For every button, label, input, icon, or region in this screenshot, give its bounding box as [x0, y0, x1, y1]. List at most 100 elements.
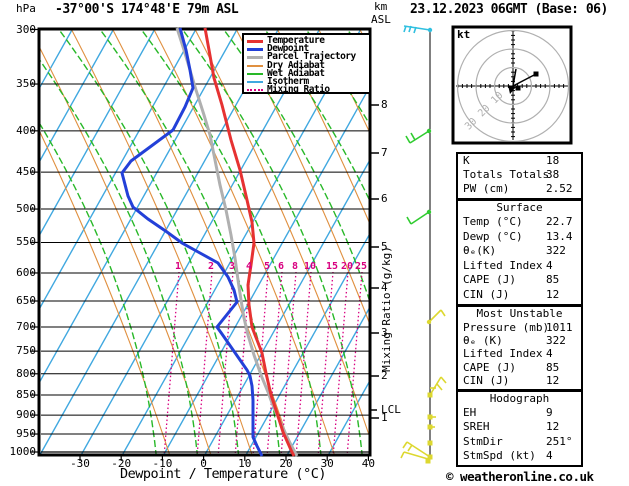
table-box: Hodograph EH 9 SREH 12 StmDir 251° StmSpd (kt) 4 [456, 390, 583, 467]
legend-dry-adiabat-swatch [247, 64, 263, 67]
legend-label: Parcel Trajectory [267, 51, 356, 63]
table-row: Lifted Index 4 [458, 347, 581, 360]
km-tick-label: 2 [381, 369, 388, 382]
table-row-label: Pressure (mb) [463, 321, 550, 334]
table-row: θₑ(K) 322 [458, 244, 581, 259]
table-row-label: Lifted Index [463, 258, 543, 272]
table-row-value: 85 [546, 273, 560, 286]
pressure-tick-label: 1000 [9, 445, 37, 458]
x-axis-title: Dewpoint / Temperature (°C) [120, 466, 326, 482]
table-row: CIN (J) 12 [458, 288, 581, 303]
pressure-tick-label: 350 [16, 77, 36, 91]
temp-tick-label: -20 [111, 457, 132, 470]
km-tick-label: 7 [381, 146, 388, 159]
table-row: Pressure (mb) 1011 [458, 321, 581, 334]
temp-tick-label: -30 [70, 457, 90, 470]
legend-isotherm-swatch [247, 81, 263, 84]
table-row: CAPE (J) 85 [458, 273, 581, 288]
km-axis-unit: km [374, 0, 388, 13]
table-row: Temp (°C) 22.7 [458, 215, 581, 230]
pressure-tick-label: 400 [16, 123, 36, 137]
temp-tick-label: 30 [320, 457, 334, 470]
pressure-tick-label: 700 [16, 319, 36, 333]
table-row-value: 4 [546, 258, 553, 272]
wind-barb [403, 25, 433, 34]
km-tick-label: 4 [381, 281, 388, 294]
legend-label: Wet Adiabat [267, 67, 325, 79]
table-row: Dewp (°C) 13.4 [458, 230, 581, 245]
km-tick-label: 5 [381, 240, 388, 253]
table-row-label: Totals Totals [463, 168, 550, 181]
legend-row: Dewpoint [247, 43, 369, 55]
table-row: EH 9 [458, 406, 581, 420]
pressure-tick-label: 900 [16, 408, 36, 422]
table-row: Lifted Index 4 [458, 259, 581, 274]
table-row: CAPE (J) 85 [458, 361, 581, 374]
km-tick-label: 6 [381, 192, 388, 205]
table-row-value: 4 [546, 347, 553, 361]
table-row-label: Dewp (°C) [463, 229, 523, 243]
legend-wet-adiabat-swatch [247, 72, 263, 75]
table-row-value: 13.4 [546, 229, 573, 243]
legend-row: Temperature [247, 36, 369, 45]
legend-mixing-ratio-swatch [247, 89, 263, 92]
legend-box: Temperature Dewpoint Parcel Trajectory Dry … [242, 33, 371, 94]
mixing-ratio-value-label: 15 [326, 261, 339, 272]
temperature-line [203, 27, 296, 457]
legend-row: Wet Adiabat [247, 67, 369, 79]
legend-label: Dry Adiabat [267, 59, 325, 71]
table-row-label: StmDir [463, 434, 503, 448]
temp-tick-label: 0 [200, 457, 207, 470]
table-row-label: StmSpd (kt) [463, 448, 536, 462]
table-title: Most Unstable [476, 307, 563, 320]
mixing-ratio-value-label: 4 [246, 261, 253, 272]
km-tick-label: 8 [381, 98, 388, 111]
pressure-tick-label: 850 [16, 388, 36, 402]
legend-row: Mixing Ratio [247, 85, 369, 94]
mixing-ratio-value-label: 5 [264, 261, 271, 272]
pressure-tick-label: 550 [16, 235, 36, 249]
table-title: Hodograph [489, 392, 550, 405]
table-row-label: θₑ (K) [463, 334, 503, 348]
table-row-label: SREH [463, 420, 490, 434]
mixing-ratio-value-label: 6 [278, 261, 285, 272]
pressure-gridlines [30, 28, 370, 453]
temp-tick-label: 20 [279, 457, 293, 470]
km-tick-label: 1 [381, 411, 388, 424]
table-row: CIN (J) 12 [458, 374, 581, 387]
table-row: SREH 12 [458, 420, 581, 434]
temp-axis-ticks [79, 456, 369, 461]
pressure-unit-label: hPa [16, 2, 36, 15]
temp-tick-label: -10 [152, 457, 173, 470]
hodograph-unit-label: kt [457, 28, 471, 41]
legend-row: Dry Adiabat [247, 59, 369, 71]
km-axis-ticks [371, 104, 379, 419]
table-box: Most Unstable Pressure (mb) 1011 θₑ (K) 322 L… [456, 305, 583, 391]
table-row: StmDir 251° [458, 435, 581, 449]
table-row-value: 322 [546, 334, 566, 348]
table-row-value: 251° [546, 434, 573, 448]
table-row-value: 12 [546, 287, 560, 301]
table-row-label: θₑ(K) [463, 244, 497, 257]
table-row-value: 22.7 [546, 215, 573, 228]
legend-dewpoint-swatch [247, 47, 263, 51]
km-tick-label: 3 [381, 326, 388, 339]
lcl-label: LCL [381, 403, 401, 416]
mixing-ratio-value-label: 25 [355, 261, 368, 272]
wind-barb [406, 209, 432, 225]
table-row-value: 12 [546, 373, 560, 387]
legend-label: Dewpoint [267, 43, 309, 55]
table-row-value: 322 [546, 244, 566, 257]
datetime-title: 23.12.2023 06GMT (Base: 06) [410, 2, 608, 17]
legend-temperature-swatch [247, 39, 263, 43]
pressure-tick-label: 600 [16, 265, 36, 279]
pressure-tick-label: 450 [16, 165, 36, 179]
dewpoint-line [120, 27, 264, 457]
mixing-ratio-axis-title: Mixing Ratio (g/kg) [380, 246, 393, 372]
table-row-label: CIN (J) [463, 373, 510, 387]
table-row-label: PW (cm) [463, 182, 510, 195]
hodograph-trace [508, 68, 539, 94]
mixing-ratio-value-label: 20 [341, 261, 354, 272]
copyright: © weatheronline.co.uk [446, 469, 594, 484]
